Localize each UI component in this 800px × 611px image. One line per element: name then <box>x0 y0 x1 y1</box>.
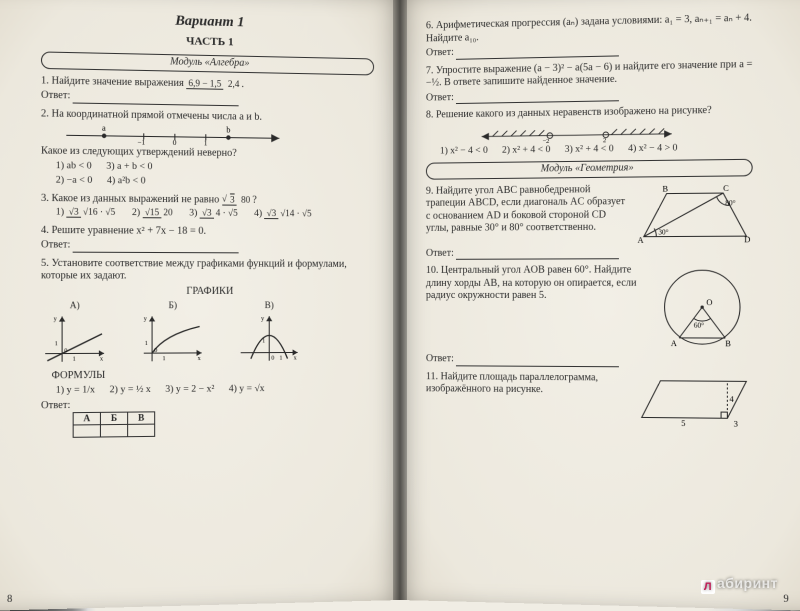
svg-text:y: y <box>144 316 147 322</box>
svg-text:0: 0 <box>173 139 177 147</box>
task-6: 6. Арифметическая прогрессия (aₙ) задана… <box>426 12 753 60</box>
svg-text:0: 0 <box>154 348 157 354</box>
formula-choices: 1) y = 1/x 2) y = ½ x 3) y = 2 − x² 4) y… <box>56 383 374 398</box>
graphs-title: ГРАФИКИ <box>41 285 374 298</box>
task-2: 2. На координатной прямой отмечены числа… <box>41 108 374 190</box>
svg-text:1: 1 <box>262 338 265 344</box>
task-10: 60° O A B 10. Центральный угол AOB равен… <box>426 264 753 368</box>
svg-text:−1: −1 <box>138 139 146 147</box>
circle-figure: 60° O A B <box>652 264 753 353</box>
task-1-answer: Ответ: <box>41 90 374 108</box>
svg-text:30°: 30° <box>658 228 668 236</box>
svg-text:5: 5 <box>681 419 685 427</box>
right-page: 6. Арифметическая прогрессия (aₙ) задана… <box>400 0 800 611</box>
svg-text:B: B <box>662 184 668 193</box>
inequality-line-icon: −2 2 <box>466 119 753 144</box>
task-5: 5. Установите соответствие между графика… <box>41 258 374 439</box>
svg-text:A: A <box>638 236 644 245</box>
svg-text:B: B <box>725 339 731 348</box>
svg-text:1: 1 <box>55 341 58 347</box>
svg-text:0: 0 <box>64 348 67 354</box>
graph-b: Б) 011 xy <box>140 300 206 367</box>
task-1-fraction: 6,9 − 1,5 2,4 <box>186 79 241 89</box>
svg-text:1: 1 <box>279 355 282 361</box>
module-geometry: Модуль «Геометрия» <box>426 159 753 179</box>
svg-text:y: y <box>54 316 57 322</box>
svg-text:4: 4 <box>729 395 733 404</box>
svg-text:2: 2 <box>603 137 606 144</box>
svg-text:1: 1 <box>204 140 208 147</box>
parabola-graph-icon: 011 xy <box>237 312 302 363</box>
task-3-choices: 1) √3√16 · √5 2) √1520 3) √34 · √5 4) √3… <box>56 207 374 221</box>
svg-text:0: 0 <box>271 355 274 361</box>
number-line-icon: a b −1 0 1 <box>62 123 374 148</box>
graph-a: А) 011 xy <box>41 300 108 368</box>
sqrt-graph-icon: 01 1 x y <box>140 312 206 363</box>
svg-text:x: x <box>294 355 297 361</box>
svg-text:b: b <box>226 126 230 135</box>
graphs-row: А) 011 xy Б) 011 <box>41 300 374 368</box>
svg-text:−2: −2 <box>542 137 549 143</box>
module-algebra: Модуль «Алгебра» <box>41 52 374 76</box>
svg-text:A: A <box>671 339 677 348</box>
svg-text:3: 3 <box>734 419 738 426</box>
svg-text:a: a <box>102 124 106 133</box>
task-8-choices: 1) x² − 4 < 0 2) x² + 4 < 0 3) x² + 4 < … <box>440 142 753 158</box>
trapezoid-figure: 30° 80° A B C D <box>638 182 753 244</box>
task-7: 7. Упростите выражение (a − 3)² − a(5a −… <box>426 58 753 104</box>
task-1-text: 1. Найдите значение выражения <box>41 75 184 89</box>
task-9: 30° 80° A B C D 9. Найдите угол ABC равн… <box>426 182 753 260</box>
labirint-logo-icon: Л <box>701 580 715 594</box>
watermark: Лабиринт <box>701 575 778 594</box>
svg-text:O: O <box>706 298 712 307</box>
formula-title: ФОРМУЛЫ <box>52 368 375 383</box>
answer-table: АБВ <box>73 411 156 438</box>
svg-text:x: x <box>100 356 103 362</box>
parallelogram-figure: 4 5 3 <box>638 372 753 426</box>
svg-text:x: x <box>198 356 201 362</box>
task-8: 8. Решение какого из данных неравенств и… <box>426 104 753 158</box>
svg-text:y: y <box>261 316 264 322</box>
svg-text:1: 1 <box>73 356 76 362</box>
svg-text:1: 1 <box>145 340 148 346</box>
task-4: 4. Решите уравнение x² + 7x − 18 = 0. От… <box>41 225 374 254</box>
svg-text:1: 1 <box>162 356 165 362</box>
task-2-choices: 1) ab < 0 3) a + b < 0 <box>56 161 374 177</box>
task-3: 3. Какое из данных выражений не равно 3 … <box>41 192 374 221</box>
svg-text:80°: 80° <box>725 199 736 207</box>
svg-text:60°: 60° <box>694 322 704 330</box>
variant-title: Вариант 1 <box>41 9 374 35</box>
task-11: 4 5 3 11. Найдите площадь параллелограмм… <box>426 371 753 429</box>
svg-text:C: C <box>723 184 729 193</box>
line-graph-icon: 01 1 x y <box>41 312 108 364</box>
left-page: Вариант 1 ЧАСТЬ 1 Модуль «Алгебра» 1. На… <box>0 0 400 611</box>
part-title: ЧАСТЬ 1 <box>41 31 374 52</box>
graph-v: В) 011 xy <box>237 300 302 367</box>
svg-text:D: D <box>744 235 750 244</box>
task-1: 1. Найдите значение выражения 6,9 − 1,5 … <box>41 75 374 108</box>
task-2-question: Какое из следующих утверждений неверно? <box>41 146 374 163</box>
